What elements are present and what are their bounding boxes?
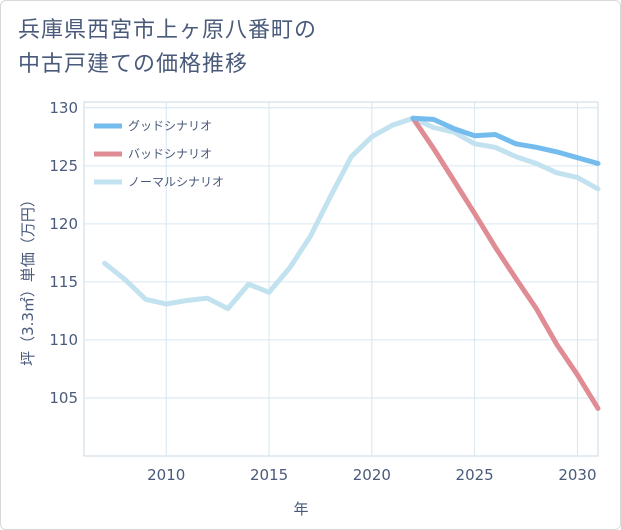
title-line-1: 兵庫県西宮市上ヶ原八番町の — [18, 18, 318, 43]
legend-label-bad: バッドシナリオ — [128, 147, 212, 161]
x-tick-label: 2020 — [353, 466, 391, 484]
series-line-bad — [410, 115, 601, 411]
series-line-good — [410, 115, 601, 166]
x-tick-label: 2025 — [456, 466, 494, 484]
page-title: 兵庫県西宮市上ヶ原八番町の 中古戸建ての価格推移 — [18, 14, 317, 82]
x-tick-label: 2030 — [558, 466, 596, 484]
x-axis-title: 年 — [293, 500, 308, 518]
y-tick-label: 110 — [49, 331, 78, 349]
x-tick-label: 2015 — [250, 466, 288, 484]
y-tick-label: 130 — [49, 99, 78, 117]
title-line-2: 中古戸建ての価格推移 — [18, 52, 249, 77]
legend-label-normal: ノーマルシナリオ — [128, 175, 224, 189]
y-tick-label: 105 — [49, 389, 78, 407]
y-axis-title: 坪（3.3㎡）単価（万円） — [19, 192, 37, 366]
series-line-normal — [102, 115, 601, 312]
y-tick-label: 125 — [49, 157, 78, 175]
legend-label-good: グッドシナリオ — [128, 119, 212, 133]
y-tick-label: 120 — [49, 215, 78, 233]
y-tick-label: 115 — [49, 273, 78, 291]
plot-area — [83, 101, 599, 457]
x-tick-label: 2010 — [147, 466, 185, 484]
